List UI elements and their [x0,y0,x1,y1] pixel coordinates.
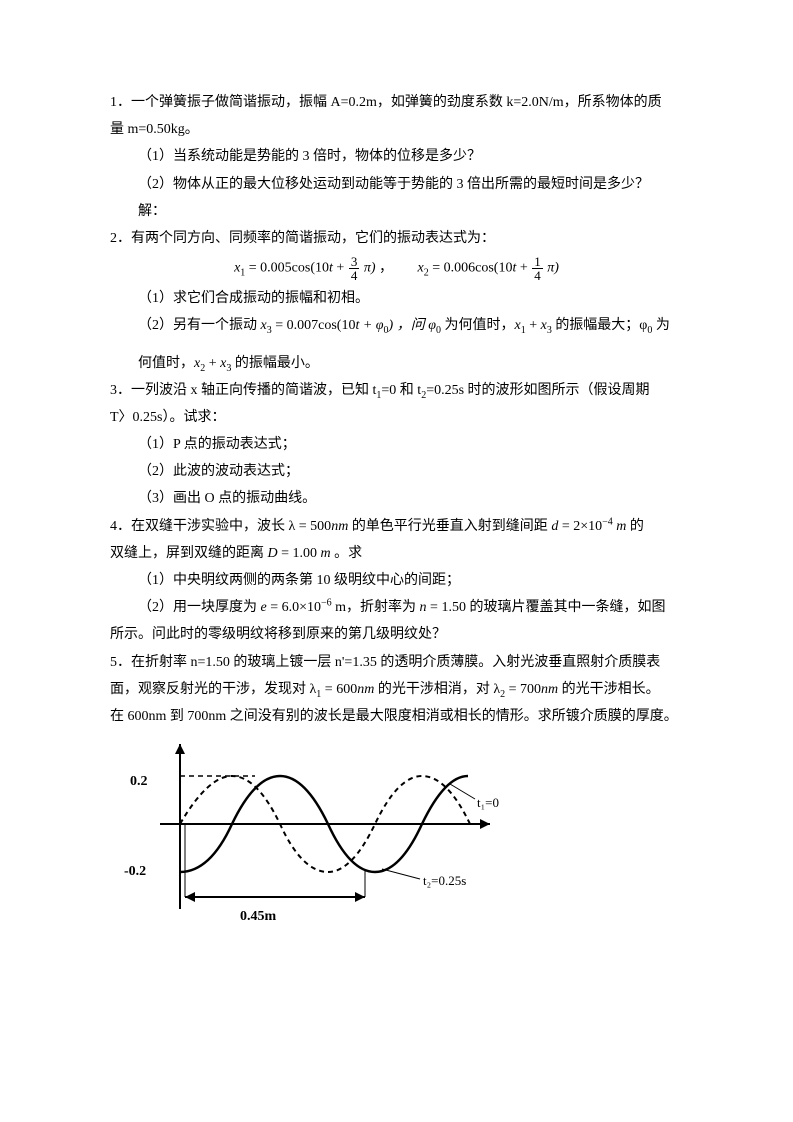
q2-sub1: （1）求它们合成振动的振幅和初相。 [110,286,683,311]
q4-line1: 4．在双缝干涉实验中，波长 λ = 500nm 的单色平行光垂直入射到缝间距 d… [110,514,683,539]
q3c: =0.25s 时的波形如图所示（假设周期 [426,383,649,398]
x-arrow [480,819,490,829]
q1-sub3: 解： [110,199,683,224]
eq-plus2: + [516,261,531,276]
q4-sub1: （1）中央明纹两侧的两条第 10 级明纹中心的间距； [110,568,683,593]
q3-line2: T〉0.25s）。试求： [110,405,683,430]
frac2-num: 1 [532,255,543,269]
q4nm1: nm [331,519,348,534]
q3-sub3: （3）画出 O 点的振动曲线。 [110,486,683,511]
q5-line2: 面，观察反射光的干涉，发现对 λ1 = 600nm 的光干涉相消，对 λ2 = … [110,677,683,702]
q1-sub1: （1）当系统动能是势能的 3 倍时，物体的位移是多少？ [110,144,683,169]
q4e: 双缝上，屏到双缝的距离 [110,546,268,561]
frac-1-4: 14 [532,255,543,282]
pi2: π) [547,261,559,276]
q4s2a: （2）用一块厚度为 [138,600,261,615]
q4f: = 1.00 [278,546,317,561]
q4s2c: m，折射率为 [332,600,420,615]
eq-x2-sub: 2 [424,268,429,279]
q2-sub2: （2）另有一个振动 x3 = 0.007cos(10t + φ0) ，问 φ0 … [110,313,683,338]
y-label-bot: -0.2 [124,859,146,884]
q5b: 面，观察反射光的干涉，发现对 λ [110,682,316,697]
q4s2d: = 1.50 的玻璃片覆盖其中一条缝，如图 [427,600,666,615]
q5-line1: 5．在折射率 n=1.50 的玻璃上镀一层 n'=1.35 的透明介质薄膜。入射… [110,650,683,675]
q4e6: −6 [321,598,332,609]
q5-line3: 在 600nm 到 700nm 之间没有别的波长是最大限度相消或相长的情形。求所… [110,704,683,729]
q2s2e: 为何值时， [441,318,515,333]
q4d2: 的 [626,519,644,534]
page-content: 1．一个弹簧振子做简谐振动，振幅 A=0.2m，如弹簧的劲度系数 k=2.0N/… [0,0,793,979]
q4e4: −4 [602,516,613,527]
q2-x2sc: 2 [200,362,205,373]
q3-sub1: （1）P 点的振动表达式； [110,432,683,457]
q4s2b: = 6.0×10 [267,600,321,615]
q3a: 3．一列波沿 x 轴正向传播的简谐波，已知 t [110,383,376,398]
eq-x2-mid: = 0.006cos(10 [432,261,512,276]
q2-intro: 2．有两个同方向、同频率的简谐振动，它们的振动表达式为： [110,226,683,251]
frac1-den: 4 [349,269,360,282]
pi1: π) [364,261,376,276]
q2s2d: ) ，问 φ [389,318,436,333]
q3b: =0 和 t [381,383,421,398]
q4a: 4．在双缝干涉实验中，波长 λ = 500 [110,519,331,534]
q5f: 的光干涉相长。 [558,682,660,697]
wave-figure: 0.2 -0.2 t₁=0 t₂=0.25s [130,739,490,939]
q4-line2: 双缝上，屏到双缝的距离 D = 1.00 m 。求 [110,541,683,566]
label-t1: t₁=0 [477,791,499,814]
q4g: 。求 [331,546,363,561]
wave-svg [160,739,500,939]
q2s2a: （2）另有一个振动 [138,318,261,333]
leader-t2 [382,869,420,879]
y-label-top: 0.2 [130,769,148,794]
q4-sub2a: （2）用一块厚度为 e = 6.0×10−6 m，折射率为 n = 1.50 的… [110,595,683,620]
q4D: D [268,546,278,561]
q5e: = 700 [505,682,541,697]
q4m1: m [613,519,627,534]
q2-sub3: 何值时，x2 + x3 的振幅最小。 [110,351,683,376]
q2s3a: 何值时， [138,356,194,371]
q1-sub2: （2）物体从正的最大位移处运动到动能等于势能的 3 倍出所需的最短时间是多少？ [110,172,683,197]
q5nm2: nm [541,682,558,697]
eq-comma: ， [379,261,414,276]
label-t2: t₂=0.25s [423,869,466,892]
q3-line1: 3．一列波沿 x 轴正向传播的简谐波，已知 t1=0 和 t2=0.25s 时的… [110,378,683,403]
frac2-den: 4 [532,269,543,282]
q2s3b: 的振幅最小。 [231,356,319,371]
q2-equation: x1 = 0.005cos(10t + 34 π) ， x2 = 0.006co… [110,255,683,282]
q4-sub2b: 所示。问此时的零级明纹将移到原来的第几级明纹处？ [110,622,683,647]
q4m2: m [317,546,331,561]
q5d: 的光干涉相消，对 λ [374,682,500,697]
y-arrow [175,744,185,754]
dim-arrow-r [355,892,365,902]
label-045m: 0.45m [240,904,276,929]
q2s2g: 为 [652,318,670,333]
dim-arrow-l [185,892,195,902]
q2s2b: = 0.007cos(10 [272,318,356,333]
eq-plus1: + [333,261,348,276]
q5nm1: nm [357,682,374,697]
q1-line2: 量 m=0.50kg。 [110,117,683,142]
q1-line1: 1．一个弹簧振子做简谐振动，振幅 A=0.2m，如弹簧的劲度系数 k=2.0N/… [110,90,683,115]
q3-sub2: （2）此波的波动表达式； [110,459,683,484]
frac-3-4: 34 [349,255,360,282]
q2s2c: + φ [359,318,383,333]
q5c: = 600 [321,682,357,697]
q2-x1sb: 1 [521,325,526,336]
q4n: n [420,600,427,615]
q4b: 的单色平行光垂直入射到缝间距 [348,519,551,534]
q4c: = 2×10 [558,519,602,534]
q2s2f: 的振幅最大；φ [552,318,648,333]
frac1-num: 3 [349,255,360,269]
eq-x1-sub: 1 [240,268,245,279]
eq-x1-mid: = 0.005cos(10 [249,261,329,276]
